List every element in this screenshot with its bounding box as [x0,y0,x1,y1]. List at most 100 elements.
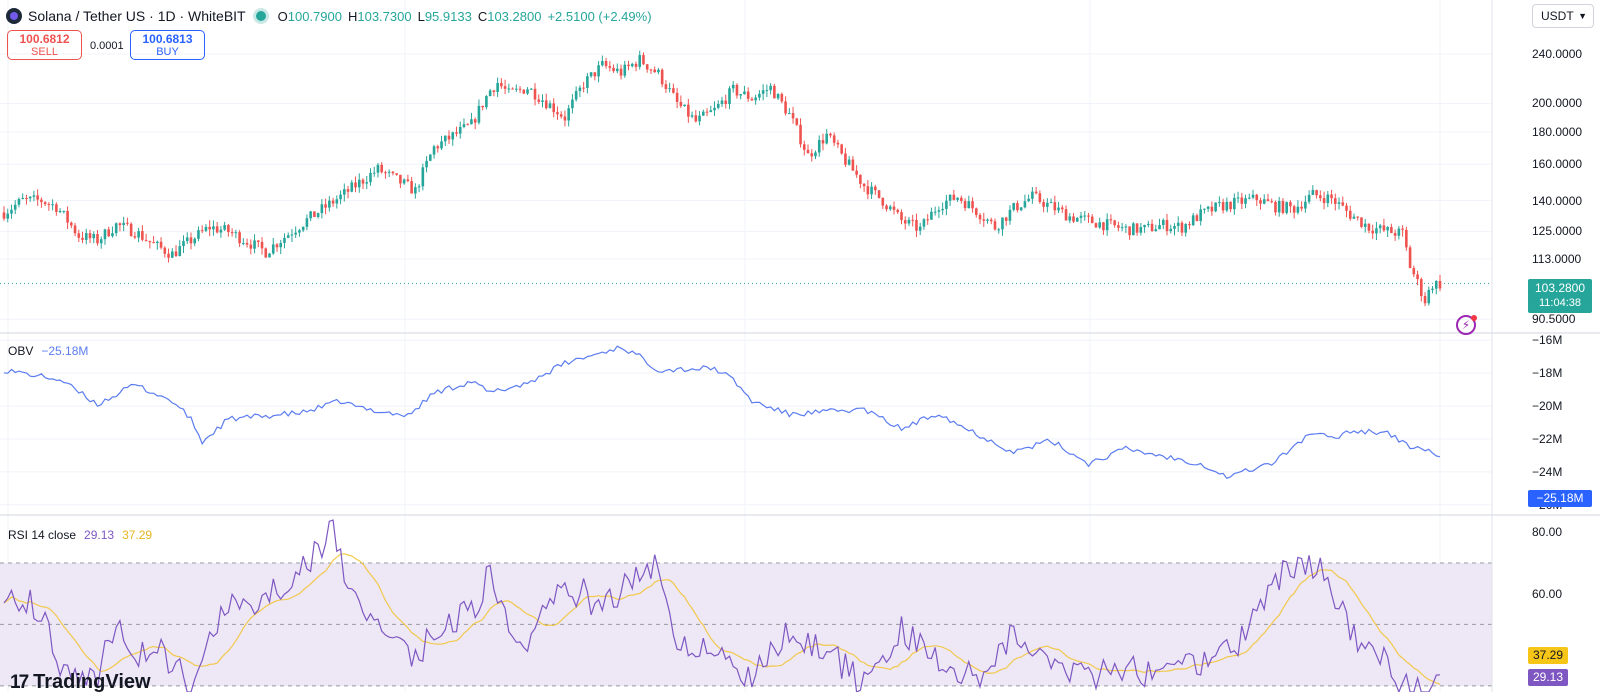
candle-body [343,189,346,195]
candle-body [1004,217,1008,221]
candle-body [2,212,6,219]
candle-body [630,63,634,67]
candle-body [859,174,862,184]
flash-event-icon[interactable]: ⚡ [1456,315,1477,335]
price-tick-label: 180.0000 [1532,125,1583,140]
candle-body [1311,190,1315,195]
candle-body [754,97,757,101]
symbol-title[interactable]: Solana / Tether US · 1D · WhiteBIT [28,8,246,24]
candle-body [1360,217,1363,227]
candle-body [208,226,211,230]
candle-body [911,219,915,221]
candle-body [604,61,608,67]
candle-body [96,234,99,244]
candle-body [1225,201,1229,211]
candle-body [941,208,944,211]
market-status-icon[interactable] [255,11,266,21]
candle-body [458,126,462,134]
candle-body [1057,207,1060,211]
candle-body [1289,202,1292,207]
candle-body [1431,288,1434,290]
chevron-down-icon: ▼ [1578,11,1587,21]
rsi-tag-text: 29.13 [1532,670,1564,684]
candle-body [1382,225,1386,231]
candle-body [1367,223,1371,231]
candle-body [481,105,484,108]
candle-body [1251,194,1255,198]
obv-legend[interactable]: OBV −25.18M [8,344,88,358]
sell-button[interactable]: 100.6812 SELL [7,30,82,60]
candle-body [926,219,929,221]
candle-body [567,108,570,121]
candle-body [174,251,178,257]
candle-body [1397,228,1401,236]
candle-body [402,179,406,184]
candle-body [271,244,275,254]
candle-body [619,68,623,76]
candle-body [593,72,597,77]
candle-body [844,153,847,165]
change-value: +2.5100 (+2.49%) [547,8,652,24]
candle-body [1147,223,1150,225]
currency-select[interactable]: USDT ▼ [1532,4,1594,28]
tradingview-logo[interactable]: 17 TradingView [10,671,151,694]
candle-body [331,200,335,204]
buy-label: BUY [156,46,179,58]
candle-body [305,218,309,227]
rsi-series-line [3,519,1441,692]
candle-body [1412,268,1416,275]
candle-body [1378,225,1382,229]
candle-body [1333,198,1337,204]
candle-body [77,233,81,238]
candle-body [578,87,582,92]
candle-body [84,233,88,240]
candle-body [425,160,428,168]
buy-button[interactable]: 100.6813 BUY [130,30,205,60]
obv-tick-label: −22M [1532,431,1563,446]
candle-body [978,214,982,220]
candle-body [743,91,746,95]
rsi-value-tag: 29.13 [1528,669,1568,686]
candle-body [365,182,369,184]
candle-body [832,135,836,143]
candle-body [1255,194,1259,201]
candle-body [574,91,578,100]
candle-body [529,88,533,90]
rsi-value: 29.13 [84,528,115,542]
candle-body [993,221,997,230]
candle-body [675,92,679,102]
candle-body [1348,210,1352,219]
candle-body [137,231,140,238]
candle-body [1075,217,1079,222]
spread-value: 0.0001 [90,40,124,52]
candle-body [1247,197,1251,199]
candle-body [73,225,77,234]
candle-body [245,242,249,245]
candle-body [1165,219,1169,232]
candle-body [238,232,241,244]
candle-body [414,187,417,194]
candle-body [668,88,671,90]
candle-body [1300,206,1303,209]
candle-body [507,88,511,90]
candle-body [945,200,948,209]
candle-body [791,113,795,119]
sell-label: SELL [31,46,58,58]
candle-body [915,220,918,231]
candle-body [982,219,986,221]
candle-body [1270,201,1274,203]
candle-body [294,232,297,235]
candle-body [847,159,851,165]
ohlc-values: O100.7900 H103.7300 L95.9133 C103.2800 +… [278,9,652,24]
candle-body [615,68,619,72]
candle-body [802,144,806,150]
candle-body [829,133,832,136]
candle-body [36,195,39,200]
candle-body [1244,198,1247,204]
price-tick-label: 240.0000 [1532,46,1583,61]
candle-body [230,232,234,234]
candle-body [694,115,698,122]
rsi-legend[interactable]: RSI 14 close 29.13 37.29 [8,528,152,542]
